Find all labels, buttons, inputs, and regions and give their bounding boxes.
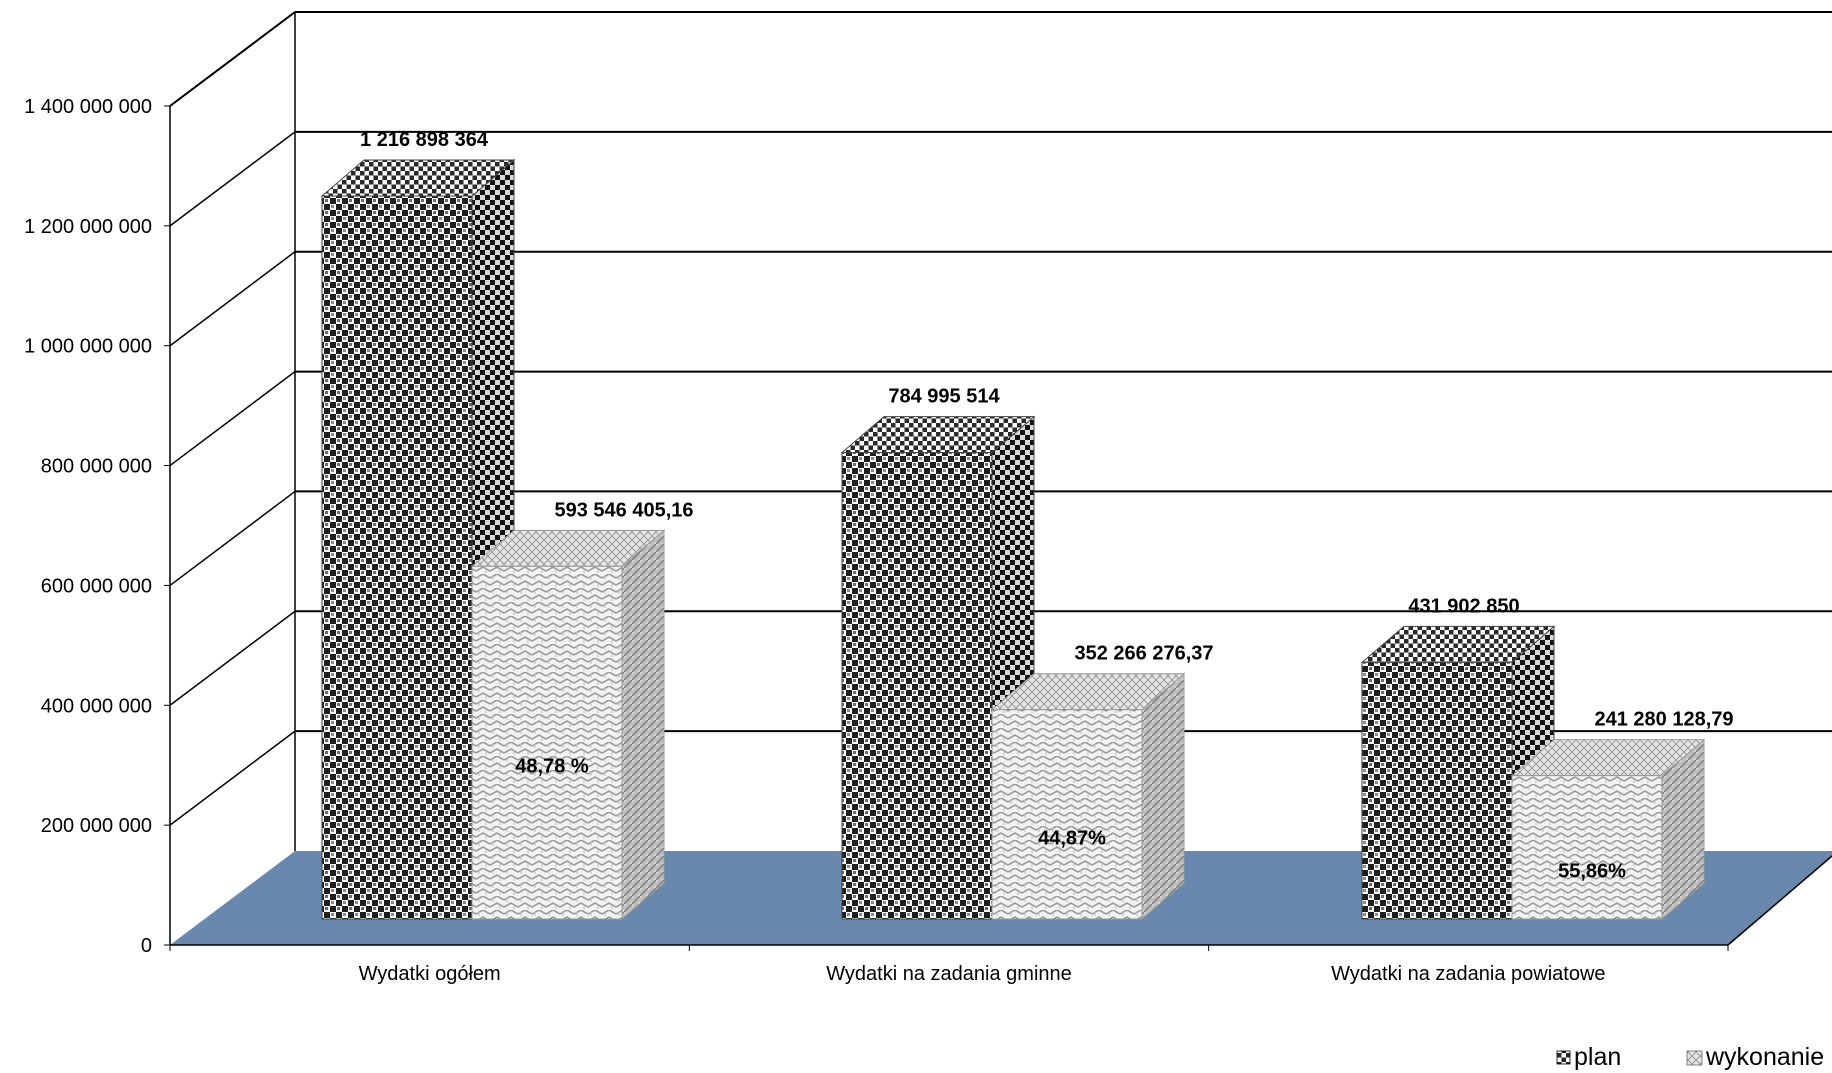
bars xyxy=(320,158,1706,921)
bar-front-face xyxy=(991,709,1143,920)
legend-item-plan: plan xyxy=(1556,1043,1621,1071)
data-label-percent: 48,78 % xyxy=(515,756,589,778)
y-tick-label: 1 000 000 000 xyxy=(24,336,152,358)
data-label-wykonanie: 352 266 276,37 xyxy=(1074,643,1213,665)
gridline-side xyxy=(169,131,296,227)
bar-front-face xyxy=(471,565,623,920)
x-category-label: Wydatki ogółem xyxy=(359,963,501,985)
y-tick-label: 600 000 000 xyxy=(41,575,152,597)
data-label-percent: 44,87% xyxy=(1038,827,1106,849)
gridline-side xyxy=(169,370,296,467)
gridline-side xyxy=(169,251,296,347)
y-tick-label: 0 xyxy=(141,935,152,957)
legend-label-wykonanie: wykonanie xyxy=(1705,1043,1824,1071)
x-category-label: Wydatki na zadania powiatowe xyxy=(1331,963,1605,985)
y-tick-label: 200 000 000 xyxy=(41,815,152,837)
bar-side-face xyxy=(621,529,665,921)
gridline-side xyxy=(169,11,296,107)
data-label-wykonanie: 241 280 128,79 xyxy=(1594,709,1733,731)
bar-side-face xyxy=(1141,672,1185,921)
y-tick-label: 1 200 000 000 xyxy=(24,216,152,238)
bar-front-face xyxy=(1361,661,1513,920)
data-label-percent: 55,86% xyxy=(1558,860,1626,882)
bar-front-face xyxy=(321,195,473,920)
y-axis: 0 200 000 000 400 000 000 600 000 000 800 00… xyxy=(24,96,170,957)
x-category-label: Wydatki na zadania gminne xyxy=(826,963,1072,985)
floor-right-edge xyxy=(1727,855,1832,946)
gridline-side xyxy=(169,490,296,587)
x-axis: Wydatki ogółem Wydatki na zadania gminne W… xyxy=(169,945,1729,985)
bar-front-face xyxy=(1511,775,1663,920)
gridline-side xyxy=(169,730,296,826)
legend-label-plan: plan xyxy=(1574,1043,1621,1071)
data-label-plan: 784 995 514 xyxy=(888,386,1000,408)
legend-item-wykonanie: wykonanie xyxy=(1686,1043,1824,1071)
bar-wykonanie-3 xyxy=(1510,738,1706,921)
y-tick-label: 800 000 000 xyxy=(41,456,152,478)
data-label-plan: 431 902 850 xyxy=(1408,595,1519,617)
bar-wykonanie-1 xyxy=(470,529,666,921)
data-label-plan: 1 216 898 364 xyxy=(360,129,489,151)
bar-front-face xyxy=(841,452,993,920)
gridline-side xyxy=(169,610,296,706)
legend: plan wykonanie xyxy=(1556,1043,1824,1071)
bar-wykonanie-2 xyxy=(990,672,1186,921)
data-labels: 1 216 898 364 593 546 405,16 48,78 % 784 99… xyxy=(360,129,1733,882)
legend-swatch-plan xyxy=(1556,1050,1571,1065)
legend-swatch-wykonanie xyxy=(1686,1050,1703,1066)
y-tick-label: 1 400 000 000 xyxy=(24,96,152,118)
y-tick-label: 400 000 000 xyxy=(41,695,152,717)
data-label-wykonanie: 593 546 405,16 xyxy=(554,499,693,521)
